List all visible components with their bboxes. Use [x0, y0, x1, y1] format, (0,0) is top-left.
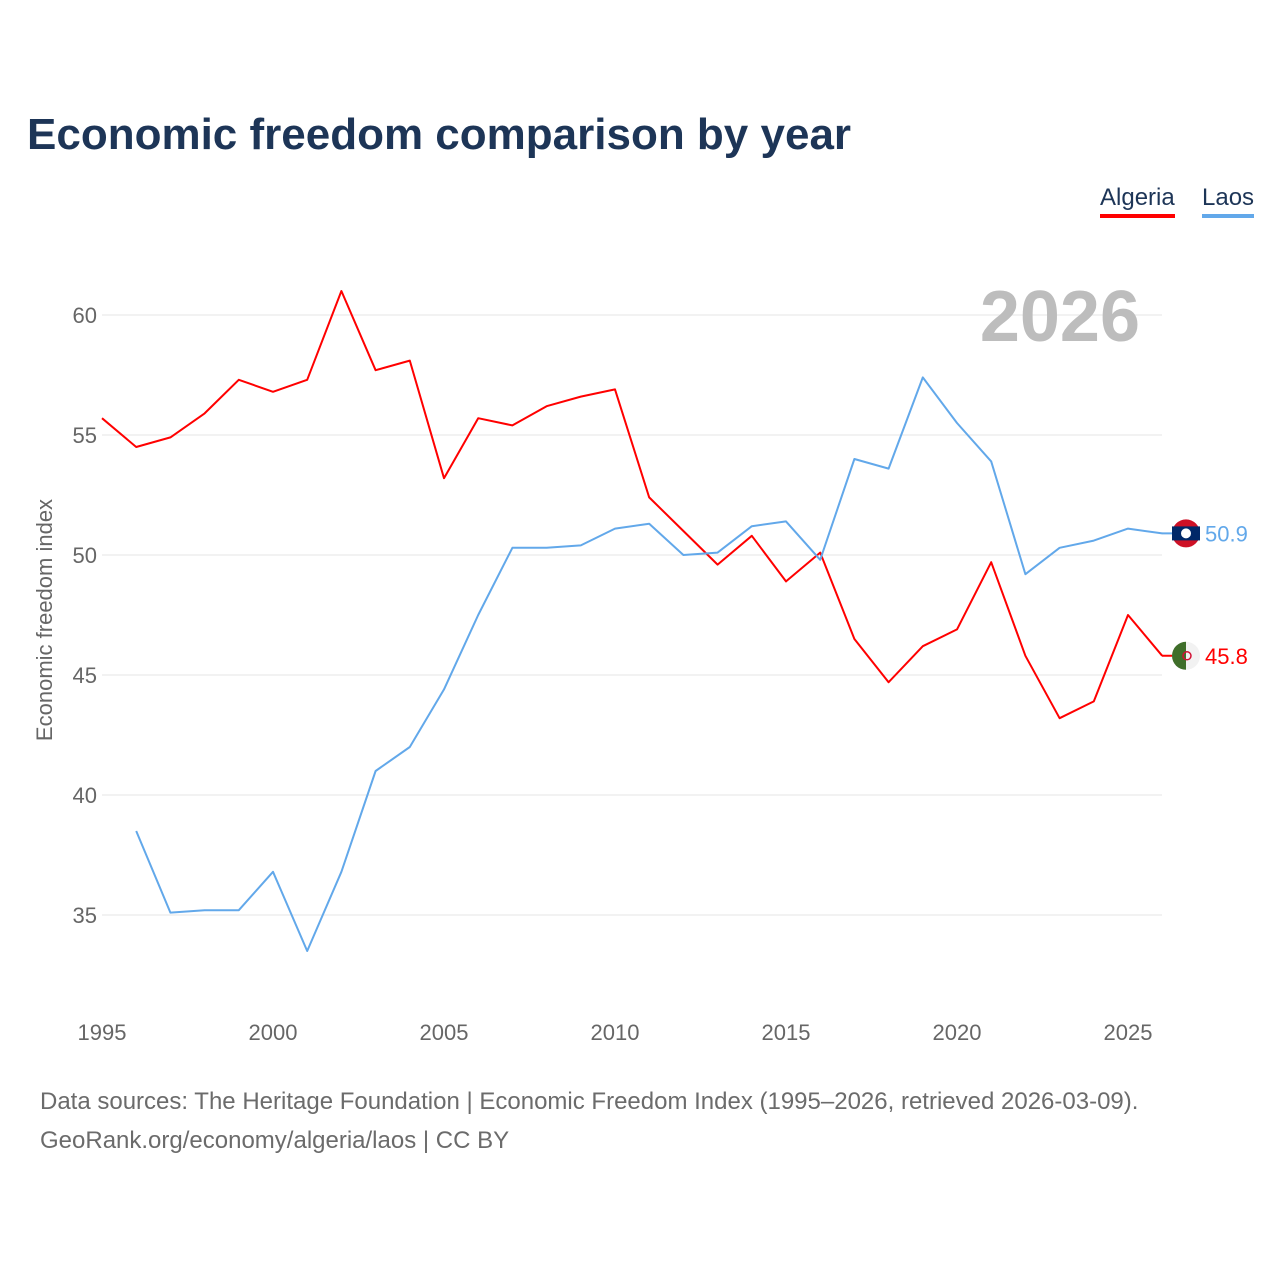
source-line-1: Data sources: The Heritage Foundation | …: [40, 1088, 1139, 1115]
y-tick-label: 40: [73, 783, 97, 808]
algeria-flag-crescent: [1182, 651, 1192, 661]
source-line-2: GeoRank.org/economy/algeria/laos | CC BY: [40, 1127, 510, 1154]
series-line-algeria: [101, 290, 1163, 720]
series-line-laos: [135, 376, 1163, 952]
end-value-label: 45.8: [1205, 644, 1248, 669]
y-tick-label: 50: [73, 543, 97, 568]
x-tick-label: 2005: [420, 1020, 469, 1045]
laos-flag-disc: [1181, 528, 1191, 539]
legend-laos[interactable]: Laos: [1202, 184, 1255, 218]
end-value-label: 50.9: [1205, 521, 1248, 546]
x-tick-label: 2025: [1104, 1020, 1153, 1045]
y-axis-label: Economic freedom index: [32, 499, 57, 741]
x-tick-label: 2020: [933, 1020, 982, 1045]
x-tick-label: 2000: [249, 1020, 298, 1045]
algeria-flag-green: [1172, 641, 1186, 670]
y-tick-label: 45: [73, 663, 97, 688]
x-tick-label: 1995: [78, 1020, 127, 1045]
legend-algeria[interactable]: Algeria: [1100, 184, 1175, 218]
chart-title: Economic freedom comparison by year: [27, 110, 852, 159]
y-tick-label: 55: [73, 423, 97, 448]
y-tick-label: 60: [73, 303, 97, 328]
x-tick-label: 2015: [762, 1020, 811, 1045]
x-tick-label: 2010: [591, 1020, 640, 1045]
year-watermark: 2026: [980, 277, 1140, 357]
y-tick-label: 35: [73, 903, 97, 928]
